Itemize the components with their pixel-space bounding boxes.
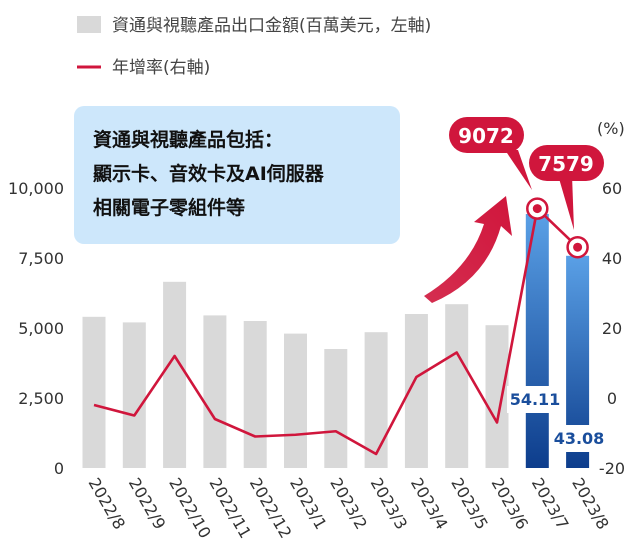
right-tick-label: 40 bbox=[602, 249, 622, 268]
bar-2023-1 bbox=[284, 333, 307, 468]
callout-2023-8: 7579 bbox=[529, 145, 604, 230]
bar-2023-5 bbox=[445, 304, 469, 468]
bar-2022-12 bbox=[243, 321, 267, 468]
bar-2023-2 bbox=[324, 349, 348, 468]
growth-label-2023-8-bg bbox=[551, 425, 607, 452]
note-line-3: 相關電子零組件等 bbox=[93, 196, 245, 219]
left-tick-label: 7,500 bbox=[18, 249, 64, 268]
bar-2023-4 bbox=[404, 314, 428, 468]
callout-2023-7-text: 9072 bbox=[458, 124, 514, 148]
bar-2022-10 bbox=[163, 281, 187, 468]
x-tick-label: 2023/4 bbox=[407, 475, 452, 533]
note-box: 資通與視聽產品包括： 顯示卡、音效卡及AI伺服器 相關電子零組件等 bbox=[74, 106, 400, 244]
bar-2022-8 bbox=[82, 316, 106, 468]
x-axis-ticks: 2022/82022/92022/102022/112022/122023/12… bbox=[85, 475, 613, 542]
growth-line-path bbox=[93, 207, 579, 456]
x-tick-label: 2023/5 bbox=[447, 475, 492, 533]
bar-2023-6 bbox=[485, 325, 509, 468]
legend: 資通與視聽產品出口金額(百萬美元，左軸) 年增率(右軸) bbox=[77, 16, 431, 78]
left-tick-label: 5,000 bbox=[18, 319, 64, 338]
x-tick-label: 2023/8 bbox=[568, 475, 613, 533]
callout-2023-8-pointer bbox=[558, 175, 574, 230]
right-tick-label: -20 bbox=[599, 459, 625, 478]
legend-bars-label: 資通與視聽產品出口金額(百萬美元，左軸) bbox=[112, 16, 431, 36]
right-tick-label: 20 bbox=[602, 319, 622, 338]
right-axis-ticks: -20 0 20 40 60 bbox=[599, 179, 625, 478]
growth-label-2023-8: 43.08 bbox=[551, 425, 607, 452]
bar-2023-3 bbox=[364, 332, 388, 468]
bars bbox=[82, 213, 590, 468]
growth-label-2023-8-text: 43.08 bbox=[554, 429, 605, 448]
x-tick-label: 2023/6 bbox=[488, 475, 533, 533]
note-background bbox=[74, 106, 400, 244]
right-axis-unit: (%) bbox=[597, 119, 625, 138]
note-line-1: 資通與視聽產品包括： bbox=[93, 128, 283, 151]
callout-2023-7-pointer bbox=[505, 150, 532, 190]
bar-2022-11 bbox=[203, 315, 227, 468]
left-tick-label: 2,500 bbox=[18, 389, 64, 408]
right-tick-label: 60 bbox=[602, 179, 622, 198]
x-tick-label: 2022/9 bbox=[125, 475, 170, 533]
growth-line bbox=[93, 197, 589, 456]
bar-2022-9 bbox=[122, 322, 146, 468]
x-tick-label: 2023/7 bbox=[528, 475, 573, 533]
x-tick-label: 2023/1 bbox=[286, 475, 331, 533]
growth-marker-dot bbox=[532, 204, 542, 214]
left-tick-label: 0 bbox=[54, 459, 64, 478]
left-axis-ticks: 0 2,500 5,000 7,500 10,000 bbox=[8, 179, 64, 478]
growth-arrow bbox=[424, 196, 512, 303]
x-tick-label: 2023/3 bbox=[367, 475, 412, 533]
growth-label-2023-7-text: 54.11 bbox=[510, 390, 561, 409]
note-line-2: 顯示卡、音效卡及AI伺服器 bbox=[93, 162, 325, 185]
legend-bar-swatch bbox=[77, 16, 101, 33]
growth-marker-dot bbox=[573, 242, 583, 252]
callout-2023-8-bg bbox=[529, 145, 604, 181]
callout-2023-7-bg bbox=[449, 117, 524, 153]
legend-line-label: 年增率(右軸) bbox=[112, 58, 210, 78]
growth-label-2023-7-bg bbox=[507, 386, 563, 413]
x-tick-label: 2022/8 bbox=[85, 475, 130, 533]
bar-2023-8 bbox=[566, 255, 590, 468]
x-tick-label: 2023/2 bbox=[326, 475, 371, 533]
callout-2023-7: 9072 bbox=[449, 117, 532, 190]
right-tick-label: 0 bbox=[607, 389, 617, 408]
callout-2023-8-text: 7579 bbox=[538, 152, 594, 176]
growth-label-2023-7: 54.11 bbox=[507, 386, 563, 413]
left-tick-label: 10,000 bbox=[8, 179, 64, 198]
